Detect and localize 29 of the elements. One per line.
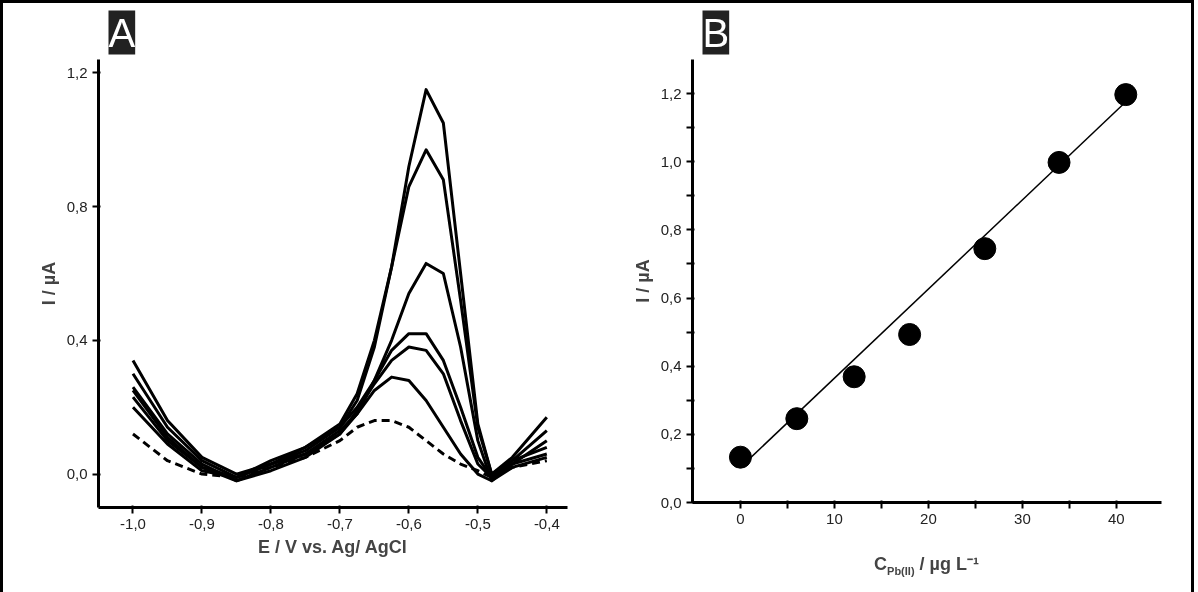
x-axis-title: E / V vs. Ag/ AgCl bbox=[257, 536, 407, 557]
y-tick-label: 0,4 bbox=[66, 331, 88, 349]
x-tick-label: -0,4 bbox=[533, 514, 560, 532]
x-tick-label: -0,8 bbox=[258, 514, 284, 532]
y-tick-label: 0,6 bbox=[660, 289, 682, 307]
y-tick-label: 0,2 bbox=[660, 425, 682, 443]
x-tick-label: -0,6 bbox=[395, 514, 422, 532]
chart-title: A bbox=[108, 10, 136, 55]
x-tick-label: -0,9 bbox=[189, 514, 215, 532]
x-tick-label: -0,7 bbox=[326, 514, 353, 532]
y-tick-label: 0,0 bbox=[660, 493, 682, 511]
y-tick-label: 1,0 bbox=[660, 152, 682, 170]
x-tick-label: 20 bbox=[920, 509, 937, 527]
y-tick-label: 0,4 bbox=[660, 357, 682, 375]
x-tick-label: 0 bbox=[736, 509, 745, 527]
y-axis-title: I / µA bbox=[632, 259, 653, 303]
y-tick-label: 0,0 bbox=[66, 465, 88, 483]
x-tick-label: 30 bbox=[1014, 509, 1031, 527]
x-tick-label: -1,0 bbox=[120, 514, 146, 532]
y-tick-label: 1,2 bbox=[66, 63, 88, 81]
y-tick-label: 0,8 bbox=[66, 197, 88, 215]
y-tick-label: 0,8 bbox=[660, 220, 682, 238]
y-tick-label: 1,2 bbox=[660, 84, 682, 102]
x-tick-label: 10 bbox=[826, 509, 843, 527]
chart-title: B bbox=[702, 10, 730, 55]
x-tick-label: -0,5 bbox=[464, 514, 491, 532]
x-axis-title: C$_{Pb(II)}$ / µg L⁻¹ bbox=[874, 553, 979, 579]
y-axis-title: I / µA bbox=[38, 261, 59, 306]
x-tick-label: 40 bbox=[1108, 509, 1125, 527]
